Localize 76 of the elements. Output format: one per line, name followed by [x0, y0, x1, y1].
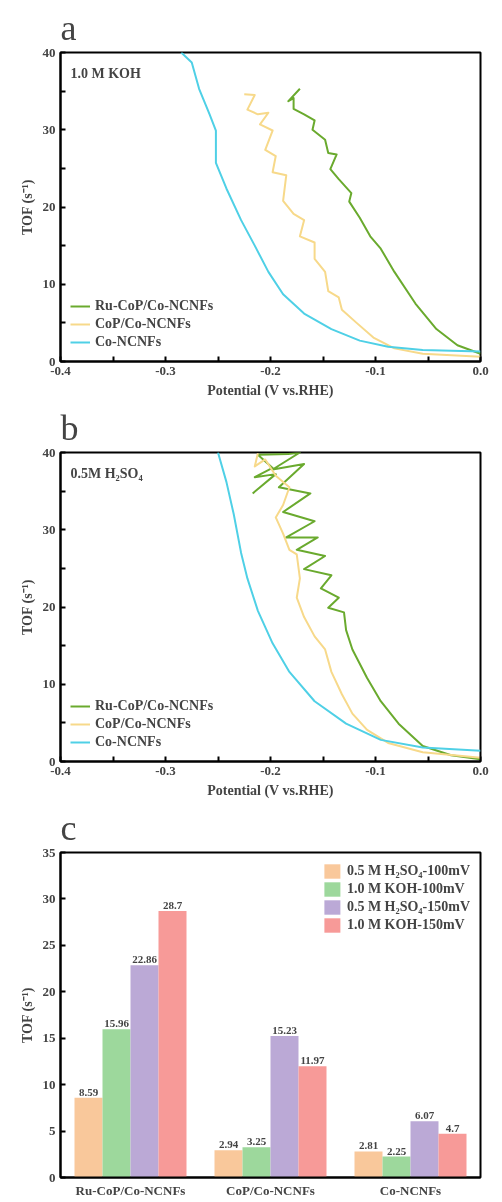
annotation: 1.0 M KOH [70, 65, 141, 81]
y-tick-label: 25 [42, 937, 56, 953]
bar [270, 1036, 299, 1178]
y-tick-label: 10 [42, 276, 56, 292]
data-label: 15.96 [104, 1017, 130, 1030]
bar [242, 1147, 271, 1178]
data-label: 3.25 [246, 1135, 267, 1148]
legend-label: Ru-CoP/Co-NCNFs [95, 298, 214, 314]
x-tick-label: Ru-CoP/Co-NCNFs [75, 1182, 186, 1198]
y-tick-label: 20 [42, 599, 56, 614]
y-axis-title: TOF (s⁻¹) [19, 987, 36, 1043]
y-tick-label: 0 [49, 1169, 56, 1185]
data-label: 4.7 [445, 1121, 460, 1134]
data-label: 8.59 [78, 1085, 99, 1098]
y-axis-title: TOF (s⁻¹) [19, 579, 36, 635]
data-label: 2.25 [386, 1144, 407, 1157]
y-tick-label: 30 [42, 890, 56, 906]
bar [382, 1156, 411, 1178]
legend-label: CoP/Co-NCNFs [95, 316, 191, 332]
y-tick-label: 0 [49, 353, 56, 369]
x-tick-label: 0.0 [472, 362, 489, 378]
y-tick-label: 5 [49, 1123, 56, 1139]
x-tick-label: -0.2 [260, 762, 281, 778]
annotation: 0.5M H₂SO₄ [70, 465, 144, 481]
chart-title: a [60, 7, 77, 48]
data-label: 22.86 [132, 953, 158, 966]
line-series [217, 452, 481, 752]
legend-label: 0.5 M H₂SO₄-100mV [346, 863, 470, 879]
x-tick-label: -0.3 [155, 362, 177, 378]
chart-title: b [60, 407, 79, 448]
bar [158, 911, 187, 1178]
legend-label: 1.0 M KOH-150mV [346, 917, 465, 933]
bar [410, 1121, 439, 1178]
bar [298, 1066, 327, 1178]
legend-label: Co-NCNFs [95, 334, 162, 350]
y-tick-label: 40 [42, 444, 56, 460]
y-tick-label: 10 [42, 676, 56, 692]
bar [438, 1133, 467, 1178]
legend-label: Co-NCNFs [95, 734, 162, 750]
bar [354, 1151, 383, 1178]
data-label: 15.23 [272, 1024, 298, 1037]
bar [102, 1029, 131, 1178]
x-tick-label: -0.1 [365, 762, 386, 778]
x-tick-label: -0.2 [260, 362, 281, 378]
x-tick-label: 0.0 [472, 762, 489, 778]
legend-label: CoP/Co-NCNFs [95, 716, 191, 732]
y-tick-label: 0 [49, 753, 56, 769]
y-axis-title: TOF (s⁻¹) [19, 179, 36, 235]
bar [74, 1097, 103, 1178]
legend-label: 0.5 M H₂SO₄-150mV [346, 899, 470, 915]
data-label: 2.81 [358, 1139, 379, 1152]
y-tick-label: 20 [42, 983, 56, 999]
data-label: 6.07 [414, 1109, 435, 1122]
x-tick-label: CoP/Co-NCNFs [226, 1182, 315, 1198]
line-series [287, 87, 481, 355]
bar [214, 1150, 243, 1178]
x-tick-label: Co-NCNFs [379, 1182, 442, 1198]
data-label: 11.97 [300, 1054, 326, 1067]
line-series [243, 93, 481, 358]
legend-label: Ru-CoP/Co-NCNFs [95, 698, 214, 714]
data-label: 2.94 [218, 1138, 239, 1151]
y-tick-label: 30 [42, 521, 56, 537]
legend-label: 1.0 M KOH-100mV [346, 881, 465, 897]
chart-title: c [60, 807, 77, 848]
x-axis-title: Potential (V vs.RHE) [207, 782, 334, 799]
data-label: 28.7 [162, 899, 183, 911]
y-tick-label: 30 [42, 121, 56, 137]
y-tick-label: 15 [42, 1030, 56, 1046]
bar [130, 965, 159, 1178]
x-tick-label: -0.1 [365, 362, 386, 378]
x-tick-label: -0.3 [155, 762, 177, 778]
y-tick-label: 10 [42, 1076, 56, 1092]
y-tick-label: 35 [42, 844, 56, 860]
y-tick-label: 40 [42, 44, 56, 60]
x-axis-title: Potential (V vs.RHE) [207, 382, 334, 399]
y-tick-label: 20 [42, 199, 56, 214]
